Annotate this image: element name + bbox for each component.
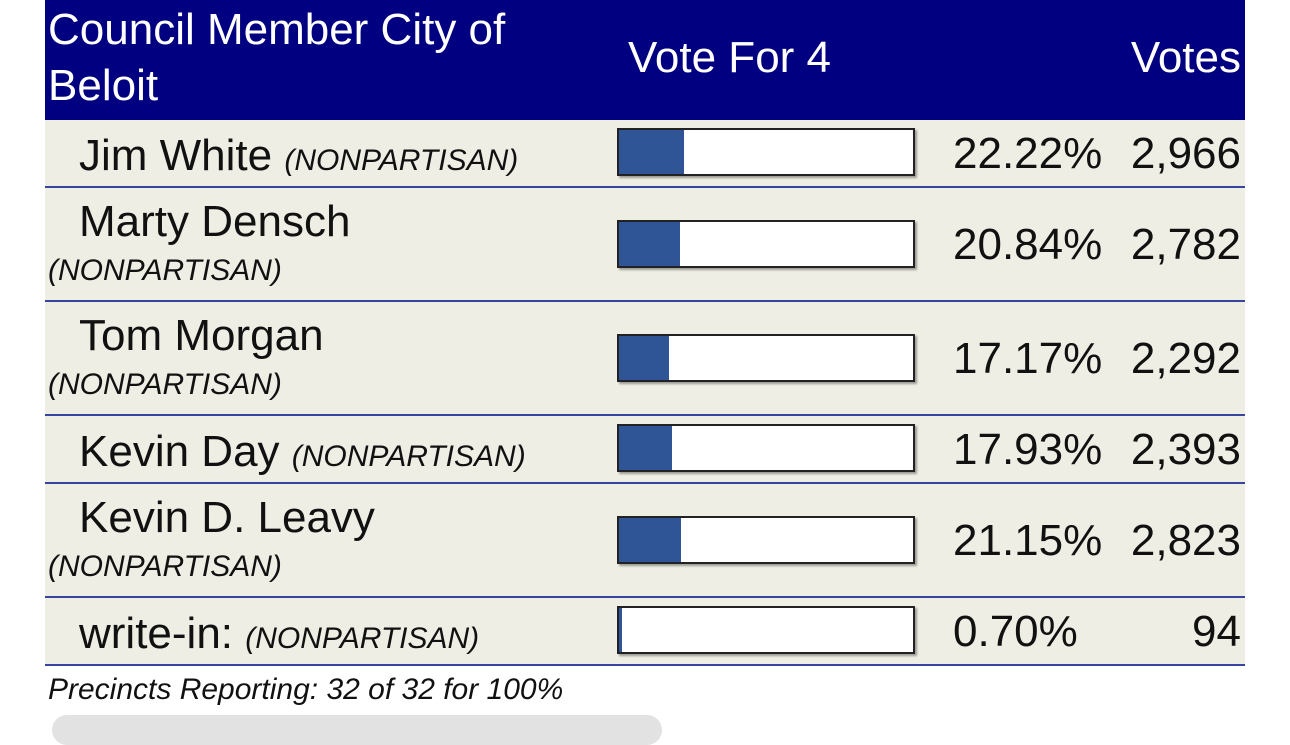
vote-count: 2,966 — [1130, 129, 1241, 178]
candidate-name: write-in: — [79, 609, 234, 658]
candidate-name: Kevin Day — [79, 427, 280, 476]
candidate-row: Tom Morgan (NONPARTISAN) 17.17% 2,292 — [45, 302, 1245, 416]
vote-percent: 0.70% — [953, 607, 1078, 656]
candidate-row: Kevin D. Leavy (NONPARTISAN) 21.15% 2,82… — [45, 484, 1245, 598]
vote-share-bar — [617, 424, 915, 472]
candidate-row: Kevin Day (NONPARTISAN) 17.93% 2,393 — [45, 416, 1245, 484]
vote-for-label: Vote For 4 — [628, 33, 832, 82]
candidate-name-line: Jim White (NONPARTISAN) — [79, 128, 518, 189]
candidate-party: (NONPARTISAN) — [48, 550, 282, 583]
vote-share-bar-fill — [619, 518, 682, 562]
race-title: Council Member City of Beloit — [48, 5, 506, 110]
vote-percent: 21.15% — [953, 516, 1103, 565]
candidate-party: (NONPARTISAN) — [48, 254, 282, 287]
candidate-row: write-in: (NONPARTISAN) 0.70% 94 — [45, 598, 1245, 666]
candidate-party: (NONPARTISAN) — [291, 440, 526, 473]
vote-share-bar-fill — [619, 426, 672, 470]
vote-percent: 17.93% — [953, 425, 1103, 474]
vote-count: 2,823 — [1130, 516, 1241, 565]
vote-share-bar-fill — [619, 336, 670, 380]
precincts-reporting: Precincts Reporting: 32 of 32 for 100% — [48, 673, 564, 706]
vote-percent: 17.17% — [953, 334, 1103, 383]
vote-share-bar-fill — [619, 608, 622, 652]
vote-count: 2,393 — [1130, 425, 1241, 474]
vote-share-bar — [617, 334, 915, 382]
candidate-name-line: Kevin Day (NONPARTISAN) — [79, 424, 526, 485]
vote-count: 2,292 — [1130, 334, 1241, 383]
candidate-row: Jim White (NONPARTISAN) 22.22% 2,966 — [45, 120, 1245, 188]
candidate-party: (NONPARTISAN) — [48, 368, 282, 401]
vote-count: 94 — [1192, 607, 1241, 656]
candidate-party: (NONPARTISAN) — [284, 144, 519, 177]
vote-share-bar-fill — [619, 222, 681, 266]
vote-count: 2,782 — [1130, 220, 1241, 269]
scroll-indicator — [52, 715, 662, 745]
candidate-name: Tom Morgan — [79, 311, 324, 360]
candidate-name-line: write-in: (NONPARTISAN) — [79, 606, 479, 667]
vote-share-bar — [617, 606, 915, 654]
vote-share-bar — [617, 128, 915, 176]
vote-share-bar — [617, 516, 915, 564]
votes-column-header: Votes — [1130, 33, 1241, 82]
vote-percent: 20.84% — [953, 220, 1103, 269]
candidate-party: (NONPARTISAN) — [245, 622, 480, 655]
vote-percent: 22.22% — [953, 129, 1103, 178]
vote-share-bar-fill — [619, 130, 685, 174]
table-header: Council Member City of Beloit Vote For 4… — [45, 0, 1245, 120]
candidate-name: Kevin D. Leavy — [79, 493, 375, 542]
candidate-name: Marty Densch — [79, 197, 351, 246]
candidate-name: Jim White — [79, 131, 273, 180]
results-table: Council Member City of Beloit Vote For 4… — [45, 0, 1245, 710]
vote-share-bar — [617, 220, 915, 268]
candidate-row: Marty Densch (NONPARTISAN) 20.84% 2,782 — [45, 188, 1245, 302]
